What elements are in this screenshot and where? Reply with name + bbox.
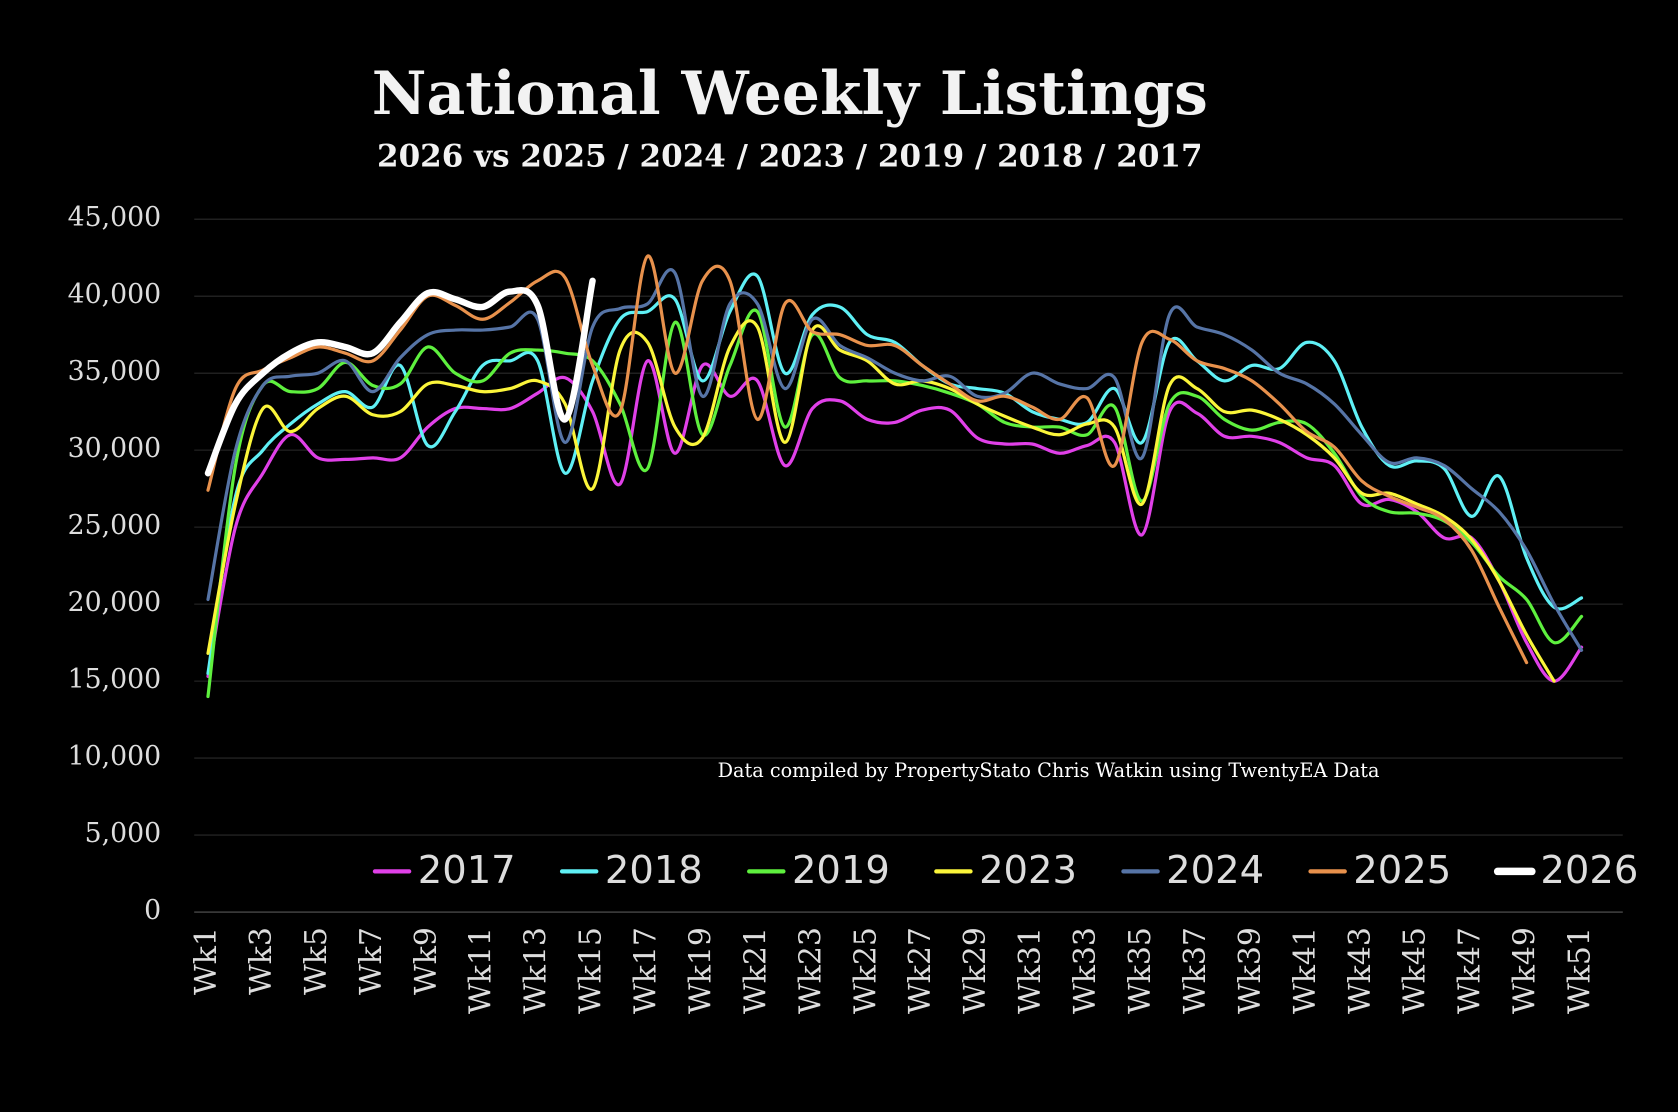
x-tick-label: Wk27 <box>903 927 938 1014</box>
x-tick-label: Wk19 <box>683 927 718 1014</box>
x-tick-label: Wk39 <box>1233 927 1268 1014</box>
x-tick-label: Wk15 <box>574 927 609 1014</box>
series-line <box>206 272 1584 676</box>
x-tick-label: Wk17 <box>629 927 664 1014</box>
x-tick-label: Wk35 <box>1123 927 1158 1014</box>
series-line <box>206 254 1529 665</box>
y-tick-label: 45,000 <box>68 202 161 233</box>
x-tick-label: Wk5 <box>299 927 334 995</box>
x-tick-label: Wk23 <box>793 927 828 1014</box>
legend-label: 2018 <box>605 848 703 893</box>
y-tick-label: 40,000 <box>68 279 161 310</box>
x-tick-label: Wk25 <box>848 927 883 1014</box>
x-tick-label: Wk45 <box>1398 927 1433 1014</box>
chart-subtitle: 2026 vs 2025 / 2024 / 2023 / 2019 / 2018… <box>377 139 1203 175</box>
y-tick-label: 0 <box>144 895 161 926</box>
annotation: Data compiled by PropertyStato Chris Wat… <box>718 759 1380 782</box>
legend-label: 2024 <box>1166 848 1264 893</box>
x-tick-label: Wk11 <box>464 927 499 1014</box>
legend: 2017 2018 2019 2023 2024 2025 2026 <box>372 848 1638 893</box>
x-tick-label: Wk7 <box>354 927 389 995</box>
x-tick-label: Wk9 <box>409 927 444 995</box>
x-tick-label: Wk29 <box>958 927 993 1014</box>
x-tick-label: Wk13 <box>519 927 554 1014</box>
x-tick-label: Wk51 <box>1563 927 1598 1014</box>
legend-label: 2019 <box>792 848 890 893</box>
series-line <box>206 359 1584 683</box>
y-tick-label: 25,000 <box>68 510 161 541</box>
x-tick-label: Wk1 <box>189 927 224 995</box>
series-line <box>206 308 1584 699</box>
series-line <box>206 268 1584 652</box>
x-tick-label: Wk37 <box>1178 927 1213 1014</box>
x-tick-label: Wk31 <box>1013 927 1048 1014</box>
x-tick-label: Wk49 <box>1508 927 1543 1014</box>
y-tick-label: 35,000 <box>68 356 161 387</box>
series-line <box>204 277 596 477</box>
series-line <box>206 319 1556 683</box>
chart-title: National Weekly Listings <box>372 59 1208 129</box>
x-tick-label: Wk41 <box>1288 927 1323 1014</box>
y-tick-label: 5,000 <box>85 818 162 849</box>
legend-label: 2017 <box>418 848 516 893</box>
x-tick-label: Wk3 <box>244 927 279 995</box>
legend-label: 2023 <box>979 848 1077 893</box>
legend-label: 2026 <box>1540 848 1638 893</box>
x-tick-label: Wk33 <box>1068 927 1103 1014</box>
y-tick-label: 15,000 <box>68 664 161 695</box>
x-tick-label: Wk43 <box>1343 927 1378 1014</box>
x-tick-label: Wk21 <box>738 927 773 1014</box>
y-tick-label: 10,000 <box>68 741 161 772</box>
y-tick-label: 20,000 <box>68 587 161 618</box>
x-tick-label: Wk47 <box>1453 927 1488 1014</box>
legend-label: 2025 <box>1353 848 1451 893</box>
y-tick-label: 30,000 <box>68 433 161 464</box>
